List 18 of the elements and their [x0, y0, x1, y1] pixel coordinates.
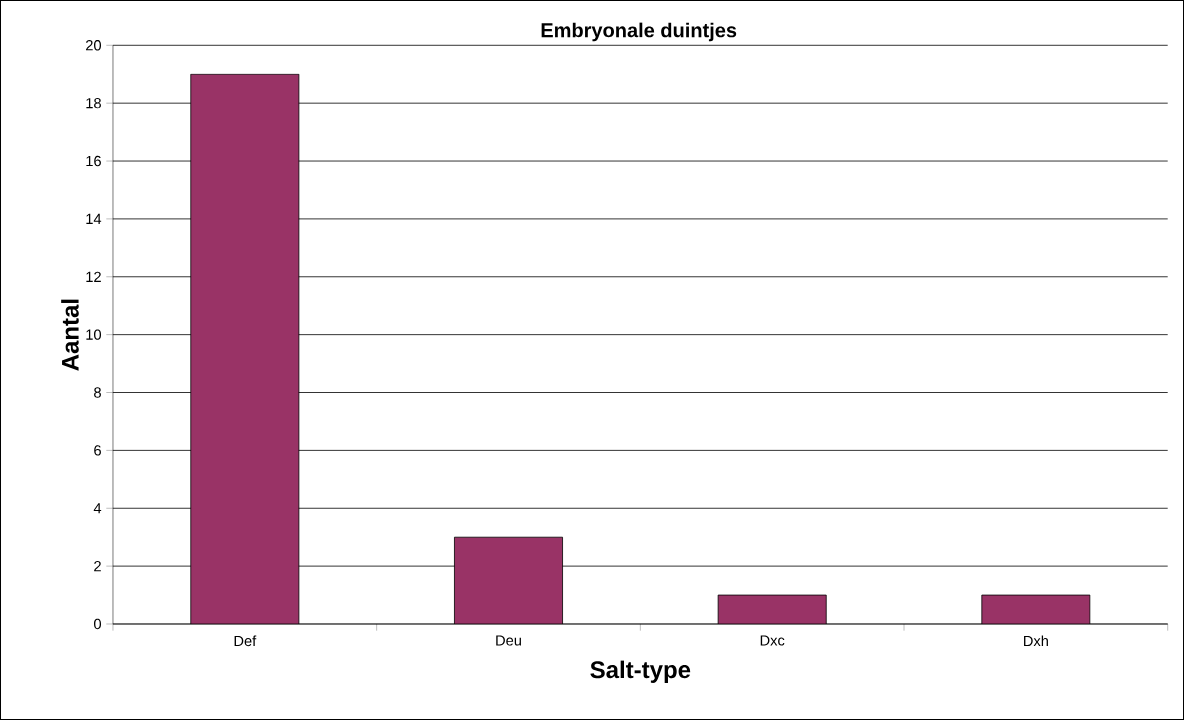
x-tick-label: Def [234, 635, 257, 647]
x-axis-title: Salt-type [590, 660, 691, 683]
y-tick-label: 4 [93, 503, 102, 514]
x-tick-label: Dxh [1024, 635, 1048, 647]
y-tick-label: 8 [94, 387, 101, 398]
y-tick-label: 0 [94, 618, 102, 630]
y-tick-label: 12 [86, 271, 101, 282]
y-tick-label: 18 [86, 98, 101, 109]
y-axis-title: Aantal [61, 299, 79, 371]
y-tick-label: 14 [86, 213, 102, 224]
y-tick-label: 2 [94, 561, 101, 572]
y-tick-label: 16 [86, 155, 101, 167]
y-tick-label: 10 [86, 329, 102, 340]
x-tick-label: Dxc [760, 635, 785, 646]
y-tick-label: 20 [86, 40, 102, 51]
y-tick-label: 6 [94, 445, 101, 456]
chart-title: Embryonale duintjes [541, 22, 737, 42]
x-tick-label: Deu [496, 635, 521, 646]
